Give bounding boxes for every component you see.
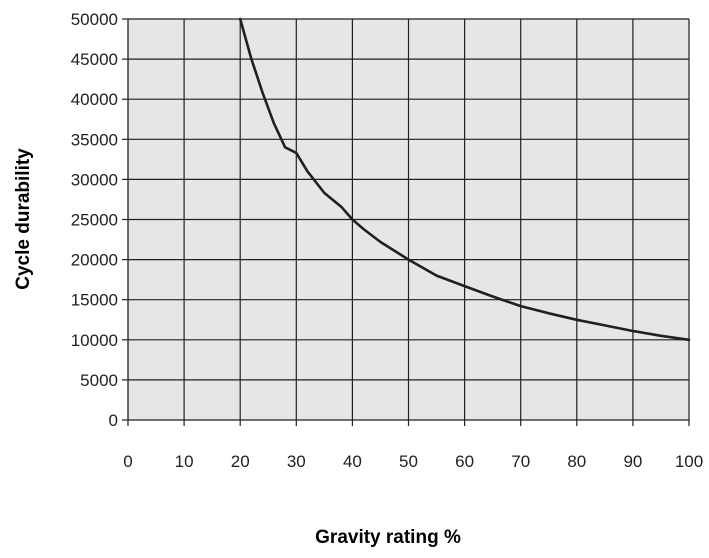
y-tick-label: 20000: [71, 251, 118, 270]
y-tick-label: 35000: [71, 130, 118, 149]
series-group: [238, 17, 691, 342]
x-tick-label: 20: [231, 452, 250, 471]
y-tick-label: 15000: [71, 291, 118, 310]
x-tick-label: 10: [175, 452, 194, 471]
y-tick-label: 5000: [80, 371, 118, 390]
y-axis-title: Cycle durability: [13, 148, 34, 290]
x-tick-label: 50: [399, 452, 418, 471]
x-tick-label: 70: [511, 452, 530, 471]
y-tick-label: 30000: [71, 170, 118, 189]
x-tick-label: 30: [287, 452, 306, 471]
y-tick-label: 10000: [71, 331, 118, 350]
x-tick-label: 0: [123, 452, 132, 471]
y-axis: 0 5000 10000 15000 20000 25000 30000 35000 40000…: [71, 10, 129, 430]
x-tick-label: 80: [567, 452, 586, 471]
y-tick-label: 45000: [71, 50, 118, 69]
y-tick-label: 25000: [71, 211, 118, 230]
grid-lines: [128, 18, 690, 420]
x-tick-label: 40: [343, 452, 362, 471]
y-tick-label: 40000: [71, 90, 118, 109]
x-axis: 0 10 20 30 40 50 60 70 80 90 100: [123, 419, 703, 471]
y-tick-label: 0: [109, 411, 118, 430]
x-axis-title: Gravity rating %: [315, 527, 461, 548]
series-line: [238, 17, 691, 342]
x-tick-label: 60: [455, 452, 474, 471]
x-tick-label: 100: [675, 452, 703, 471]
x-tick-label: 90: [623, 452, 642, 471]
y-tick-label: 50000: [71, 10, 118, 29]
